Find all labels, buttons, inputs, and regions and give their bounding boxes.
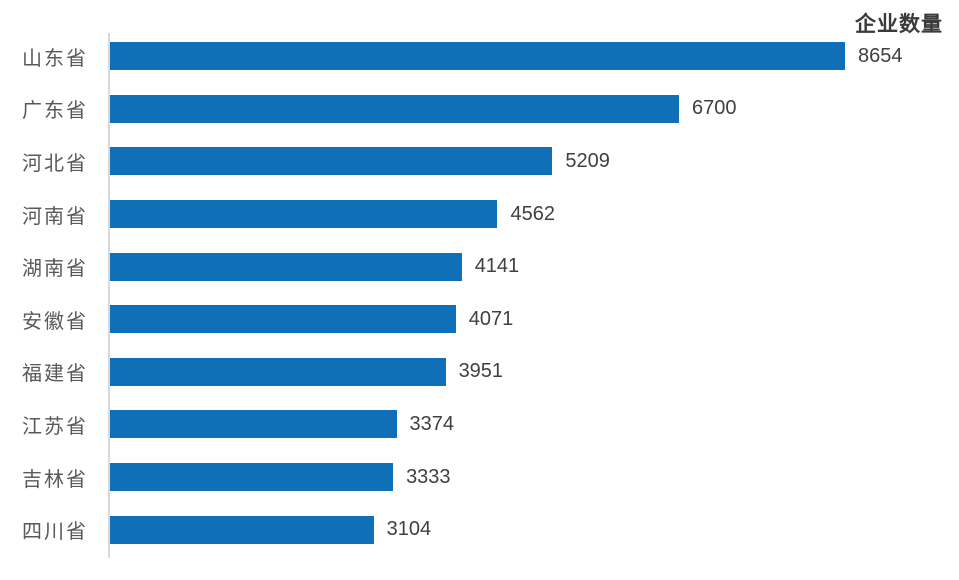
bar-track: 4562 [110,188,959,241]
value-label: 5209 [565,149,610,172]
value-label: 4071 [468,307,514,330]
chart-rows: 山东省 8654 广东省 6700 河北省 5209 河南省 [0,30,959,556]
value-label: 3104 [386,518,432,541]
bar-track: 4071 [110,293,959,346]
category-label: 福建省 [22,363,88,386]
category-label: 湖南省 [22,258,88,281]
bar [110,515,374,544]
value-label: 3951 [458,360,504,383]
category-axis-line [108,33,110,558]
chart-row: 山东省 8654 [0,30,959,83]
bar-track: 5209 [110,135,959,188]
chart-row: 河北省 5209 [0,135,959,188]
value-label: 3374 [409,412,455,435]
bar [110,147,553,176]
category-label: 江苏省 [22,415,88,438]
chart-row: 吉林省 3333 [0,451,959,504]
bar-track: 6700 [110,83,959,136]
category-label: 河北省 [22,152,88,175]
bar [110,200,498,229]
value-label: 6700 [692,97,737,120]
value-label: 8654 [858,44,903,67]
chart-row: 江苏省 3374 [0,398,959,451]
value-label: 4562 [510,202,555,225]
bar [110,410,397,439]
category-label: 山东省 [22,47,88,70]
bar-track: 3333 [110,451,959,504]
bar-track: 3951 [110,346,959,399]
bar [110,42,845,71]
chart-row: 四川省 3104 [0,503,959,556]
category-label: 四川省 [22,521,88,544]
chart-row: 福建省 3951 [0,346,959,399]
category-label: 吉林省 [22,468,88,491]
category-label: 广东省 [22,100,88,123]
bar-track: 3104 [110,503,959,556]
category-label: 安徽省 [22,310,88,333]
bar-track: 4141 [110,240,959,293]
value-label: 3333 [406,465,451,488]
bar [110,252,462,281]
bar [110,357,446,386]
chart-row: 河南省 4562 [0,188,959,241]
bar-track: 3374 [110,398,959,451]
value-label: 4141 [474,255,520,278]
bar [110,94,680,123]
bar-track: 8654 [110,30,959,83]
chart-row: 安徽省 4071 [0,293,959,346]
bar [110,305,456,334]
bar [110,463,394,492]
chart-title: 企业数量 [855,13,943,36]
chart-row: 广东省 6700 [0,83,959,136]
category-label: 河南省 [22,205,88,228]
chart-row: 湖南省 4141 [0,240,959,293]
